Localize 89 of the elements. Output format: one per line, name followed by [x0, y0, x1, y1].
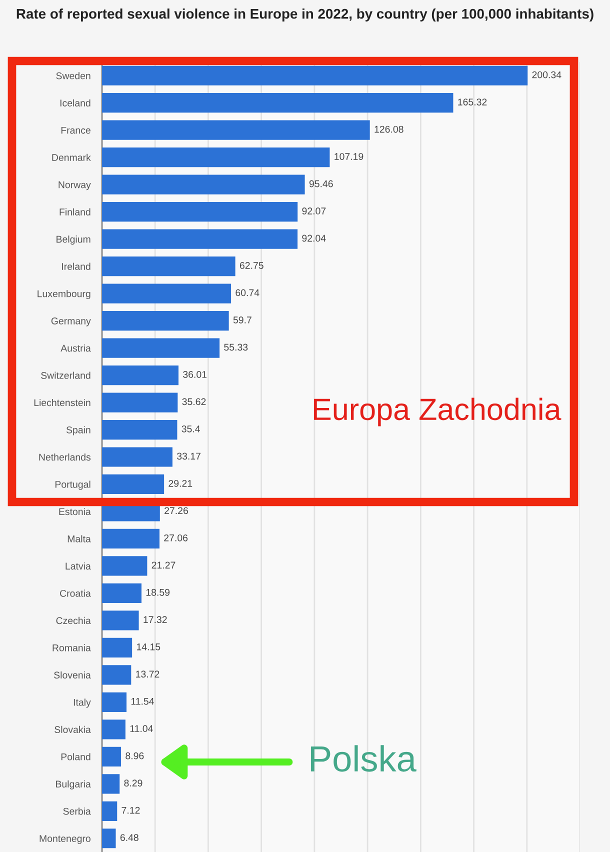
- data-label: 17.32: [144, 616, 167, 624]
- bar: [102, 692, 127, 712]
- bar: [102, 284, 232, 304]
- bar: [102, 610, 139, 630]
- data-label: 6.48: [120, 834, 138, 841]
- y-tick-label: Belgium: [56, 236, 90, 245]
- data-label: 92.04: [302, 234, 326, 242]
- data-label: 21.27: [152, 562, 176, 568]
- bar: [102, 583, 142, 604]
- y-tick-label: Luxembourg: [38, 290, 90, 300]
- bar: [102, 447, 172, 467]
- bar: [102, 66, 528, 86]
- data-label: 29.21: [168, 480, 192, 487]
- y-tick-label: Portugal: [55, 480, 90, 490]
- y-tick-label: Latvia: [66, 562, 91, 570]
- bar: [102, 310, 229, 331]
- annotation: Polska: [310, 745, 416, 772]
- y-tick-label: Finland: [60, 208, 90, 216]
- y-tick-label: Spain: [66, 426, 90, 436]
- bar: [102, 202, 298, 222]
- data-label: 59.7: [233, 316, 252, 324]
- y-tick-label: Romania: [52, 644, 91, 652]
- bar: [102, 120, 370, 140]
- bar: [102, 665, 132, 685]
- data-label: 126.08: [374, 126, 404, 133]
- bar: [102, 528, 160, 549]
- bar: [102, 365, 178, 386]
- y-tick-label: France: [61, 126, 90, 134]
- data-label: 18.59: [146, 588, 170, 596]
- bar: [102, 420, 178, 440]
- y-tick-label: Netherlands: [39, 453, 91, 461]
- data-label: 36.01: [183, 371, 207, 378]
- data-label: 11.04: [130, 725, 153, 732]
- data-label: 8.96: [126, 752, 144, 760]
- y-tick-label: Austria: [60, 344, 91, 352]
- annotation: Europa Zachodnia: [314, 398, 562, 426]
- y-tick-label: Iceland: [60, 99, 90, 106]
- data-label: 165.32: [458, 98, 487, 106]
- data-label: 62.75: [240, 262, 264, 269]
- bar: [102, 746, 122, 766]
- data-label: 11.54: [131, 698, 154, 705]
- data-label: 95.46: [309, 180, 333, 188]
- chart-title: Rate of reported sexual violence in Europe in 2022, by country (per 100,000 inhabitants): [16, 8, 594, 22]
- bar: [102, 148, 330, 168]
- data-label: 60.74: [236, 289, 260, 296]
- y-tick-label: Slovakia: [54, 726, 91, 734]
- data-label: 27.26: [164, 507, 188, 514]
- data-label: 7.12: [122, 806, 140, 814]
- bar: [102, 338, 220, 358]
- data-label: 92.07: [302, 208, 326, 214]
- bar: [102, 474, 164, 494]
- y-tick-label: Denmark: [52, 154, 91, 161]
- y-tick-label: Malta: [68, 535, 91, 542]
- y-tick-label: Ireland: [62, 262, 90, 270]
- y-tick-label: Poland: [61, 753, 90, 760]
- y-tick-label: Czechia: [56, 616, 91, 624]
- data-label: 8.29: [124, 780, 142, 787]
- data-label: 200.34: [532, 71, 562, 78]
- y-tick-label: Sweden: [56, 72, 90, 80]
- y-tick-label: Slovenia: [54, 671, 91, 679]
- bar: [102, 638, 132, 658]
- data-label: 55.33: [224, 344, 248, 351]
- data-label: 35.62: [182, 398, 206, 406]
- bar: [102, 256, 236, 276]
- bar: [102, 828, 116, 848]
- bar: [102, 774, 120, 794]
- bar: [102, 720, 126, 740]
- y-tick-label: Serbia: [63, 808, 91, 815]
- y-tick-label: Italy: [74, 698, 91, 708]
- data-label: 27.06: [164, 534, 188, 542]
- y-tick-label: Norway: [58, 181, 91, 190]
- bar: [102, 174, 305, 194]
- data-label: 107.19: [334, 153, 364, 160]
- y-tick-label: Estonia: [59, 508, 91, 516]
- data-label: 35.4: [182, 425, 200, 432]
- y-tick-label: Bulgaria: [56, 780, 91, 790]
- data-label: 33.17: [177, 452, 200, 460]
- y-tick-label: Germany: [51, 318, 91, 326]
- y-tick-label: Croatia: [60, 590, 91, 597]
- data-label: 14.15: [136, 644, 160, 650]
- bar: [102, 556, 148, 576]
- y-tick-label: Liechtenstein: [34, 398, 90, 406]
- bar: [102, 392, 178, 412]
- data-label: 13.72: [136, 670, 160, 678]
- y-tick-label: Switzerland: [41, 372, 90, 379]
- y-tick-label: Montenegro: [40, 835, 90, 844]
- bar: [102, 229, 298, 249]
- bar: [102, 93, 454, 113]
- bar: [102, 801, 118, 821]
